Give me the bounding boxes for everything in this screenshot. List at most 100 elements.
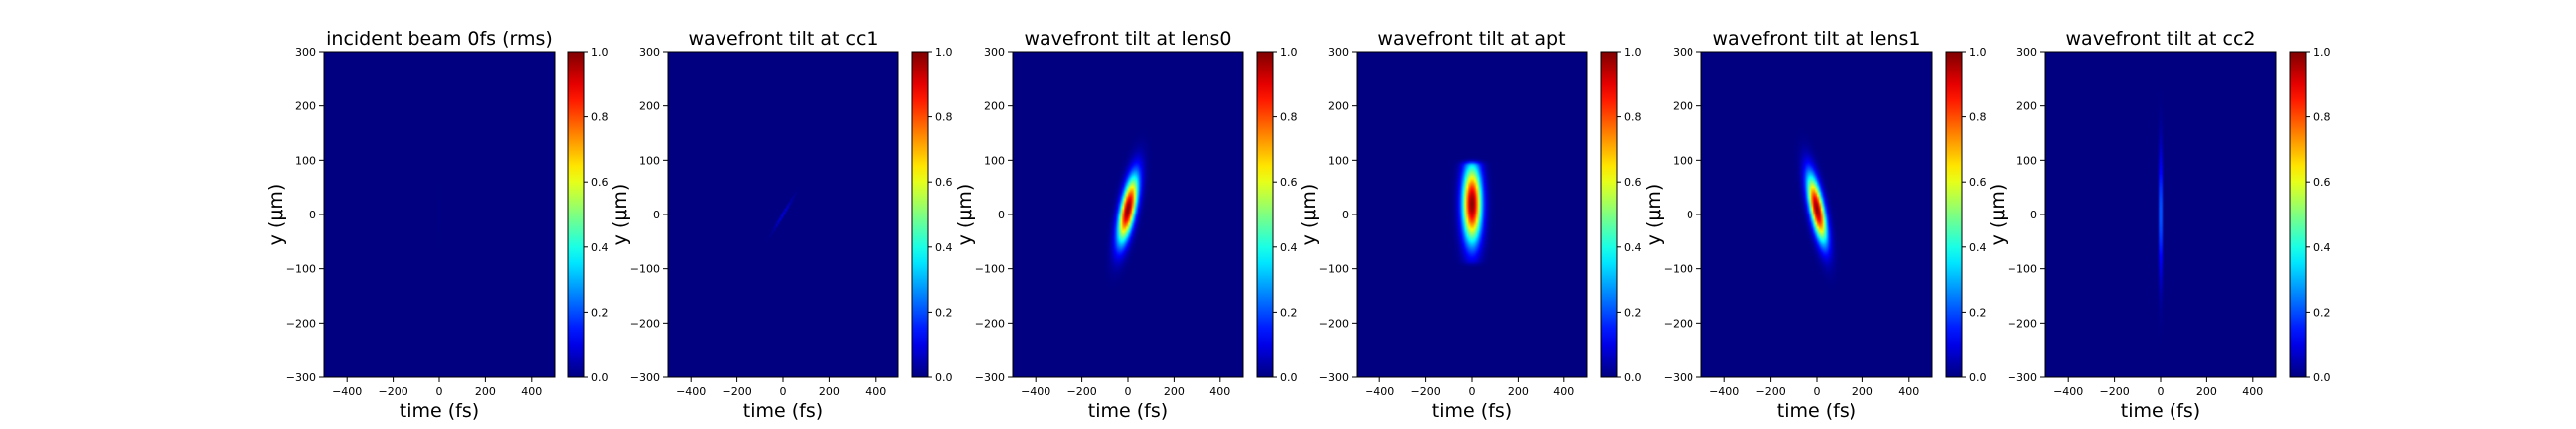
heatmap-image [1701,52,1932,377]
colorbar-tick-label: 0.6 [2313,176,2331,189]
y-tick-label: 0 [2030,209,2037,221]
colorbar-tick-label: 0.8 [1624,111,1642,124]
chart-title: wavefront tilt at apt [1377,28,1565,50]
y-tick-label: −200 [286,317,316,330]
x-tick-label: −200 [1755,385,1785,398]
chart-title: incident beam 0fs (rms) [326,28,553,50]
x-tick-label: 200 [2196,385,2217,398]
y-tick-label: −100 [1319,263,1349,276]
colorbar-tick-label: 0.0 [1280,371,1298,384]
y-tick-label: 100 [639,154,660,167]
y-tick-label: 200 [639,100,660,113]
y-tick-label: 300 [2016,46,2037,59]
colorbar [1600,51,1618,378]
y-tick-label: 100 [295,154,316,167]
x-axis-label: time (fs) [743,400,823,422]
y-tick-label: −300 [975,371,1005,384]
subplot-2: wavefront tilt at cc1 −400 −200 0 200 400 −300… [609,28,953,422]
x-tick-label: −400 [1709,385,1739,398]
x-tick-label: 0 [1814,385,1821,398]
x-tick-label: −400 [1365,385,1394,398]
subplot-3: wavefront tilt at lens0 −400 −200 0 200 400 −3… [954,28,1298,422]
x-tick-label: 200 [1164,385,1185,398]
x-tick-label: −200 [378,385,407,398]
y-axis-label: y (μm) [954,184,976,246]
y-tick-label: 100 [1673,154,1693,167]
colorbar [911,51,929,378]
x-tick-label: 0 [1125,385,1132,398]
x-axis-label: time (fs) [1088,400,1168,422]
heatmap-image [2045,52,2276,377]
y-tick-label: −300 [630,371,660,384]
x-axis-label: time (fs) [400,400,479,422]
y-tick-label: −200 [1664,317,1693,330]
colorbar-tick-label: 0.4 [2313,241,2331,254]
chart-title: wavefront tilt at cc1 [689,28,879,50]
x-tick-label: 0 [2158,385,2165,398]
y-tick-label: −200 [630,317,660,330]
colorbar-tick-label: 1.0 [2313,46,2331,59]
colorbar-tick-label: 0.2 [1280,306,1298,319]
colorbar-tick-label: 0.2 [591,306,609,319]
colorbar-tick-label: 1.0 [1624,46,1642,59]
y-tick-label: −100 [975,263,1005,276]
y-tick-label: 200 [2016,100,2037,113]
y-tick-label: −100 [1664,263,1693,276]
y-tick-label: 200 [984,100,1005,113]
colorbar-tick-label: 1.0 [1280,46,1298,59]
y-axis-label: y (μm) [1987,184,2009,246]
heatmap-image [668,52,898,377]
x-tick-label: 200 [1852,385,1873,398]
x-tick-label: 0 [436,385,443,398]
y-tick-label: 300 [1328,46,1349,59]
x-axis-label: time (fs) [1777,400,1856,422]
colorbar-tick-label: 0.8 [591,111,609,124]
x-tick-label: −200 [722,385,751,398]
colorbar-tick-label: 0.2 [1624,306,1642,319]
y-tick-label: 200 [295,100,316,113]
colorbar-tick-label: 0.4 [1624,241,1642,254]
y-tick-label: −200 [2008,317,2037,330]
x-tick-label: −200 [1410,385,1440,398]
y-tick-label: 300 [295,46,316,59]
y-tick-label: −100 [286,263,316,276]
colorbar-tick-label: 0.8 [935,111,953,124]
colorbar-tick-label: 1.0 [1969,46,1987,59]
y-tick-label: 300 [1673,46,1693,59]
colorbar-tick-label: 1.0 [935,46,953,59]
y-tick-label: −200 [1319,317,1349,330]
y-tick-label: 100 [984,154,1005,167]
y-tick-label: 300 [984,46,1005,59]
y-tick-label: −300 [2008,371,2037,384]
y-axis-label: y (μm) [265,184,287,246]
y-tick-label: 100 [1328,154,1349,167]
y-tick-label: 0 [998,209,1005,221]
colorbar-tick-label: 0.6 [1280,176,1298,189]
subplot-4: wavefront tilt at apt −400 −200 0 200 400 −300… [1298,28,1642,422]
colorbar-tick-label: 0.0 [2313,371,2331,384]
colorbar-tick-label: 0.2 [2313,306,2331,319]
colorbar-tick-label: 0.0 [1624,371,1642,384]
colorbar-tick-label: 0.0 [935,371,953,384]
y-axis-label: y (μm) [609,184,631,246]
y-tick-label: 200 [1328,100,1349,113]
colorbar-tick-label: 0.2 [1969,306,1987,319]
y-axis-label: y (μm) [1643,184,1665,246]
x-tick-label: 400 [1553,385,1574,398]
colorbar-tick-label: 0.4 [935,241,953,254]
colorbar-tick-label: 0.0 [1969,371,1987,384]
colorbar-tick-label: 0.8 [1969,111,1987,124]
chart-title: wavefront tilt at cc2 [2066,28,2256,50]
y-tick-label: 0 [1687,209,1693,221]
y-tick-label: −300 [286,371,316,384]
x-tick-label: 400 [521,385,542,398]
chart-title: wavefront tilt at lens1 [1713,28,1921,50]
y-tick-label: 0 [309,209,316,221]
y-tick-label: 200 [1673,100,1693,113]
subplot-6: wavefront tilt at cc2 −400 −200 0 200 400 −300… [1987,28,2331,422]
colorbar-tick-label: 0.6 [1969,176,1987,189]
x-tick-label: 0 [1469,385,1476,398]
colorbar-tick-label: 1.0 [591,46,609,59]
subplot-5: wavefront tilt at lens1 −400 −200 0 200 400 −3… [1643,28,1987,422]
